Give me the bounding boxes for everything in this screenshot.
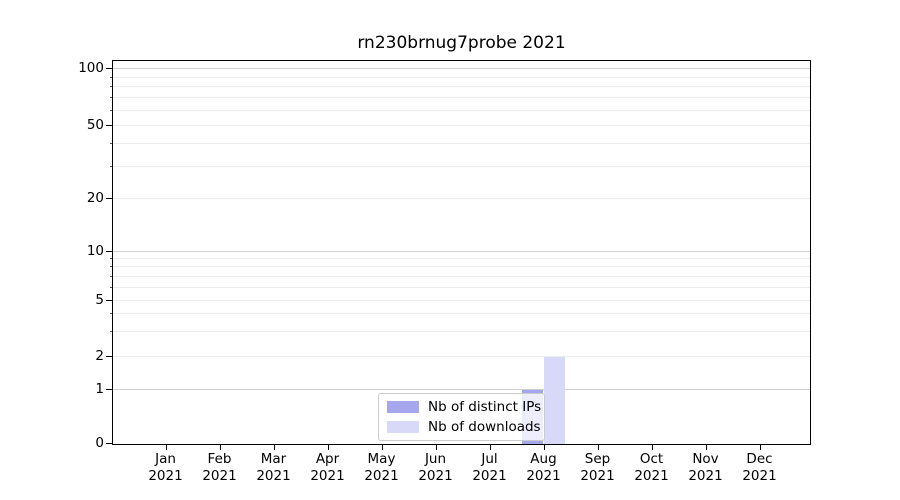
y-tick-20 <box>106 198 112 200</box>
x-tick-jun <box>435 444 437 450</box>
x-tick-label-jan: Jan 2021 <box>148 451 183 484</box>
x-tick-label-may: May 2021 <box>364 451 399 484</box>
x-tick-label-nov: Nov 2021 <box>688 451 723 484</box>
y-minor-tick-90 <box>110 76 112 78</box>
x-tick-mar <box>273 444 275 450</box>
minor-gridline-9 <box>113 258 810 260</box>
x-tick-label-jul: Jul 2021 <box>472 451 507 484</box>
y-minor-tick-30 <box>110 165 112 167</box>
major-gridline-1 <box>113 388 810 390</box>
minor-gridline-30 <box>113 165 810 167</box>
y-tick-label-1: 1 <box>95 380 104 397</box>
minor-gridline-5 <box>113 299 810 301</box>
minor-gridline-80 <box>113 86 810 88</box>
y-tick-10 <box>106 250 112 252</box>
x-tick-nov <box>705 444 707 450</box>
y-minor-tick-70 <box>110 97 112 99</box>
y-tick-label-50: 50 <box>86 117 104 133</box>
minor-gridline-6 <box>113 286 810 288</box>
y-tick-5 <box>106 299 112 301</box>
legend-label-downloads: Nb of downloads <box>428 419 541 435</box>
x-tick-may <box>381 444 383 450</box>
y-tick-0 <box>106 443 112 445</box>
y-minor-tick-80 <box>110 86 112 88</box>
x-tick-dec <box>759 444 761 450</box>
major-gridline-10 <box>113 250 810 252</box>
minor-gridline-7 <box>113 275 810 277</box>
y-tick-50 <box>106 125 112 127</box>
x-tick-oct <box>651 444 653 450</box>
x-tick-jul <box>489 444 491 450</box>
y-tick-label-100: 100 <box>78 60 104 76</box>
y-tick-2 <box>106 355 112 357</box>
minor-gridline-8 <box>113 266 810 268</box>
x-tick-label-aug: Aug 2021 <box>526 451 561 484</box>
minor-gridline-60 <box>113 110 810 111</box>
x-tick-feb <box>219 444 221 450</box>
x-tick-label-oct: Oct 2021 <box>634 451 669 484</box>
x-tick-label-sep: Sep 2021 <box>580 451 615 484</box>
y-minor-tick-4 <box>110 313 112 315</box>
chart-title: rn230brnug7probe 2021 <box>357 33 566 53</box>
minor-gridline-4 <box>113 313 810 315</box>
x-tick-label-jun: Jun 2021 <box>418 451 453 484</box>
y-tick-label-20: 20 <box>86 190 104 206</box>
y-tick-label-0: 0 <box>95 435 104 451</box>
bar-nb-of-downloads-aug <box>543 356 566 444</box>
minor-gridline-40 <box>113 142 810 144</box>
x-tick-jan <box>165 444 167 450</box>
x-tick-sep <box>597 444 599 450</box>
x-tick-label-feb: Feb 2021 <box>202 451 237 484</box>
y-tick-label-5: 5 <box>95 291 104 308</box>
y-minor-tick-8 <box>110 266 112 268</box>
y-tick-label-2: 2 <box>95 347 104 364</box>
x-tick-label-mar: Mar 2021 <box>256 451 291 484</box>
x-tick-label-dec: Dec 2021 <box>742 451 777 484</box>
y-tick-100 <box>106 68 112 70</box>
y-minor-tick-9 <box>110 258 112 260</box>
y-minor-tick-60 <box>110 110 112 111</box>
y-tick-1 <box>106 388 112 390</box>
legend: Nb of distinct IPs Nb of downloads <box>378 393 545 441</box>
minor-gridline-3 <box>113 330 810 332</box>
minor-gridline-50 <box>113 125 810 126</box>
minor-gridline-70 <box>113 97 810 99</box>
y-minor-tick-40 <box>110 142 112 144</box>
x-tick-aug <box>543 444 545 450</box>
legend-swatch-downloads <box>387 421 419 433</box>
major-gridline-100 <box>113 68 810 69</box>
y-minor-tick-3 <box>110 330 112 332</box>
x-tick-apr <box>327 444 329 450</box>
legend-item-downloads: Nb of downloads <box>387 419 541 435</box>
y-minor-tick-6 <box>110 286 112 288</box>
x-tick-label-apr: Apr 2021 <box>310 451 345 484</box>
minor-gridline-90 <box>113 76 810 78</box>
y-minor-tick-7 <box>110 275 112 277</box>
legend-item-distinct-ips: Nb of distinct IPs <box>387 399 541 415</box>
minor-gridline-20 <box>113 198 810 199</box>
plot-area: Nb of distinct IPs Nb of downloads <box>112 60 811 445</box>
minor-gridline-2 <box>113 355 810 357</box>
y-tick-label-10: 10 <box>86 242 104 259</box>
legend-label-distinct-ips: Nb of distinct IPs <box>428 399 542 415</box>
legend-swatch-distinct-ips <box>387 401 419 413</box>
